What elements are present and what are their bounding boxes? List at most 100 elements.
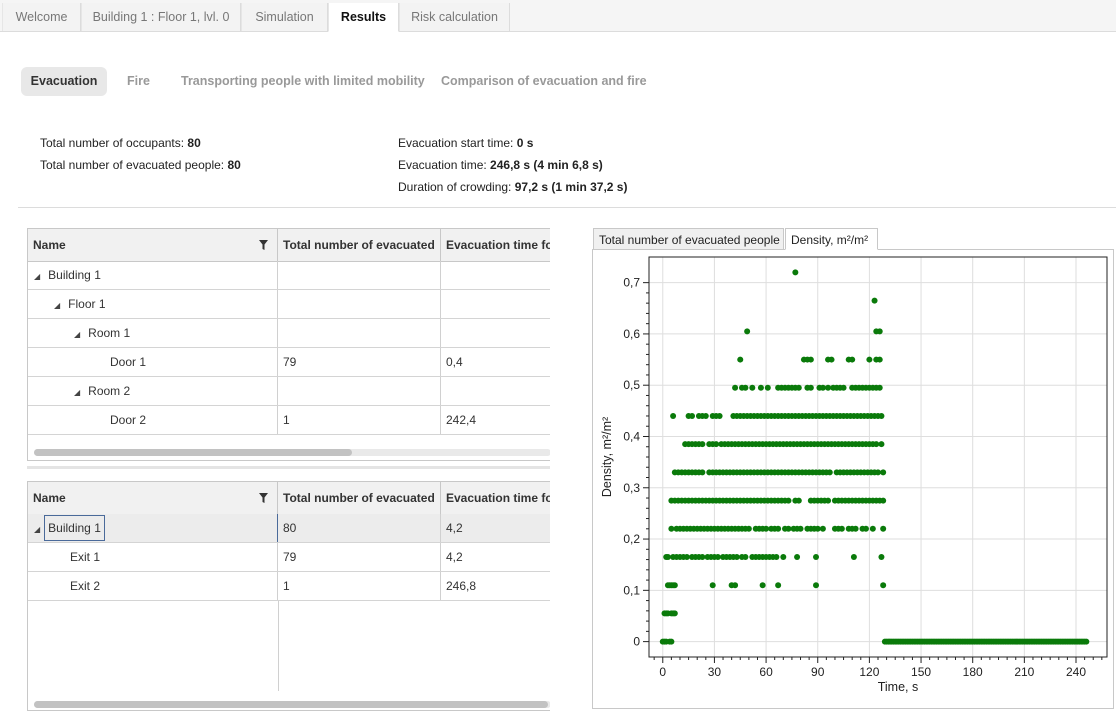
expand-arrow-icon[interactable]: ◢ [34, 525, 41, 534]
cell-total-evacuated [278, 290, 441, 318]
tab-simulation[interactable]: Simulation [241, 3, 328, 31]
table-row[interactable]: ◢ Floor 1 [28, 290, 550, 319]
row-name-label: Room 2 [88, 384, 131, 398]
data-point [850, 554, 857, 560]
data-point [716, 412, 723, 419]
data-point [702, 412, 709, 419]
data-point [745, 525, 752, 532]
subtab-evacuation[interactable]: Evacuation [21, 67, 107, 96]
cell-evacuation-time [441, 290, 550, 318]
x-axis-label: Time, s [878, 680, 919, 694]
table-row[interactable]: Exit 1 79 4,2 [28, 543, 550, 572]
column-header-name[interactable]: Name [28, 482, 278, 514]
row-name-label: Building 1 [48, 268, 101, 282]
data-point [807, 356, 814, 363]
tab-welcome[interactable]: Welcome [2, 3, 81, 31]
cell-total-evacuated: 1 [278, 406, 441, 434]
chart-tab-evacuated[interactable]: Total number of evacuated people [593, 228, 784, 250]
stat-occupants: Total number of occupants: 80 [40, 136, 201, 150]
table-row[interactable]: Door 2 1 242,4 [28, 406, 550, 435]
column-header-name[interactable]: Name [28, 229, 278, 261]
stat-crowding-duration: Duration of crowding: 97,2 s (1 min 37,2… [398, 180, 628, 194]
data-point [880, 497, 887, 504]
table-row[interactable]: ◢ Building 1 [28, 261, 550, 290]
plot-area [648, 256, 1108, 658]
x-tick-label: 180 [963, 665, 983, 679]
row-name-label: Door 1 [110, 355, 147, 369]
cell-name: Exit 2 [28, 572, 278, 600]
data-point [880, 582, 887, 589]
horizontal-scrollbar[interactable] [34, 449, 550, 456]
x-tick-label: 120 [859, 665, 879, 679]
chart-panel: 0 30 60 90 120 150 180 210 240 0 0,1 0,2 0,3 0,4 0,5 0,… [592, 249, 1114, 709]
data-point [699, 441, 706, 448]
cell-name: ◢ Floor 1 [28, 290, 278, 318]
data-point [878, 412, 885, 419]
column-header-time[interactable]: Evacuation time fo [446, 491, 550, 505]
subtab-comparison[interactable]: Comparison of evacuation and fire [441, 74, 647, 88]
data-point [838, 525, 845, 532]
scrollbar-thumb[interactable] [34, 449, 352, 456]
expand-arrow-icon[interactable]: ◢ [54, 301, 61, 310]
data-point [826, 469, 833, 476]
x-tick-label: 30 [708, 665, 722, 679]
cell-evacuation-time: 0,4 [446, 355, 463, 369]
filter-icon[interactable] [259, 493, 268, 503]
tab-risk-calculation[interactable]: Risk calculation [399, 3, 510, 31]
data-point [763, 525, 770, 532]
data-point [775, 582, 782, 589]
data-point [764, 384, 771, 391]
cell-name: ◢ Room 1 [28, 319, 278, 347]
data-point [757, 384, 764, 391]
data-point [773, 554, 780, 560]
expand-arrow-icon[interactable]: ◢ [74, 388, 81, 397]
tab-results[interactable]: Results [328, 3, 399, 32]
grid-splitter[interactable] [27, 466, 550, 469]
expand-arrow-icon[interactable]: ◢ [34, 272, 41, 281]
divider [18, 207, 1116, 208]
data-point [742, 554, 749, 560]
chart-tab-density[interactable]: Density, m²/m² [785, 228, 878, 250]
doors-tree-grid: Name Total number of evacuated Evacuatio… [27, 228, 550, 461]
stat-evacuated: Total number of evacuated people: 80 [40, 158, 241, 172]
subtab-fire[interactable]: Fire [127, 74, 150, 88]
table-row[interactable]: Door 1 79 0,4 [28, 348, 550, 377]
data-point [699, 469, 706, 476]
y-tick-label: 0,3 [623, 481, 640, 495]
expand-arrow-icon[interactable]: ◢ [74, 330, 81, 339]
data-point [813, 582, 820, 589]
x-tick-label: 210 [1014, 665, 1034, 679]
cell-total-evacuated: 80 [278, 514, 441, 542]
data-point [819, 525, 826, 532]
data-point [828, 356, 835, 363]
tab-building-floor[interactable]: Building 1 : Floor 1, lvl. 0 [81, 3, 241, 31]
density-scatter-chart: 0 30 60 90 120 150 180 210 240 0 0,1 0,2 0,3 0,4 0,5 0,… [600, 256, 1108, 694]
table-row[interactable]: Exit 2 1 246,8 [28, 572, 550, 601]
filter-icon[interactable] [259, 240, 268, 250]
cell-name: Exit 1 [28, 543, 278, 571]
data-point [732, 582, 739, 589]
subtab-limited-mobility[interactable]: Transporting people with limited mobilit… [181, 74, 425, 88]
table-row[interactable]: ◢ Room 2 [28, 377, 550, 406]
table-row[interactable]: ◢ Building 1 80 4,2 [28, 514, 550, 543]
column-header-total[interactable]: Total number of evacuated [278, 229, 441, 261]
data-point [813, 554, 820, 560]
cell-total-evacuated [278, 377, 441, 405]
cell-evacuation-time: 242,4 [446, 413, 477, 427]
scrollbar-thumb[interactable] [34, 701, 548, 708]
column-header-total[interactable]: Total number of evacuated [278, 482, 441, 514]
cell-evacuation-time: 4,2 [446, 550, 463, 564]
data-point [671, 582, 678, 589]
main-tab-bar: Welcome Building 1 : Floor 1, lvl. 0 Sim… [0, 0, 1116, 32]
y-tick-label: 0 [633, 635, 640, 649]
horizontal-scrollbar[interactable] [34, 701, 550, 708]
grid-header: Name Total number of evacuated Evacuatio… [28, 229, 550, 262]
cell-name: ◢ Room 2 [28, 377, 278, 405]
data-point [807, 384, 814, 391]
column-header-time[interactable]: Evacuation time fo [446, 238, 550, 252]
cell-total-evacuated [278, 319, 441, 347]
x-tick-label: 0 [659, 665, 666, 679]
data-point [852, 525, 859, 532]
table-row[interactable]: ◢ Room 1 [28, 319, 550, 348]
cell-name: ◢ Building 1 [28, 261, 278, 289]
